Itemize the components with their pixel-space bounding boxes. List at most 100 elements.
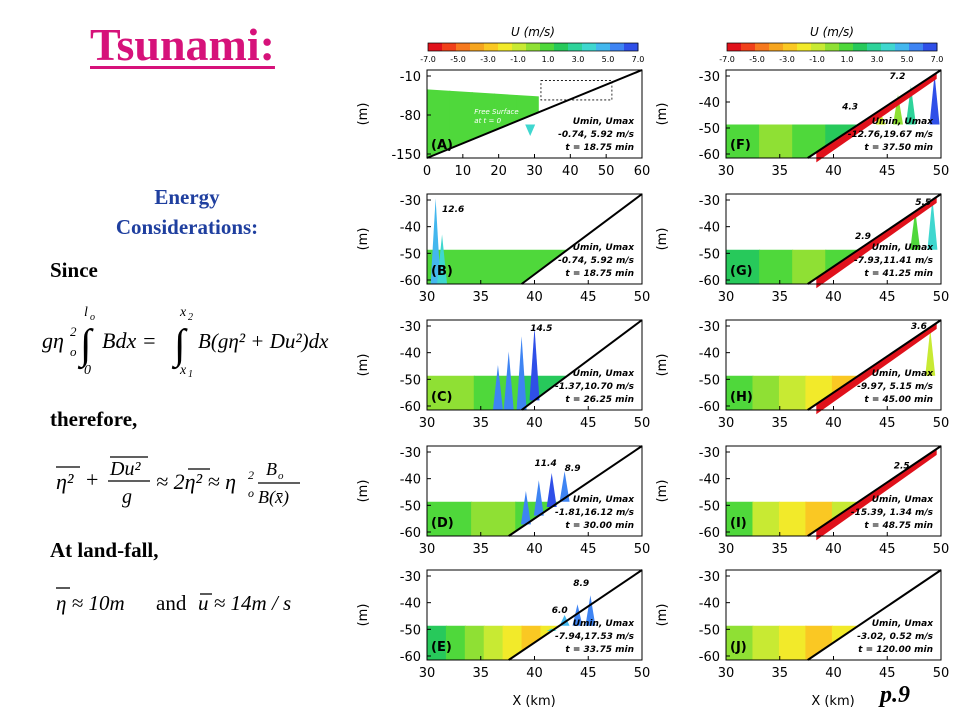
x-tick-label: 30 bbox=[718, 666, 735, 681]
wave-crest bbox=[529, 327, 540, 401]
velocity-band bbox=[759, 124, 794, 158]
colorbar-frame bbox=[726, 42, 938, 52]
y-tick-label: -60 bbox=[400, 526, 421, 541]
colorbar-swatch bbox=[610, 43, 625, 51]
umin-umax-value: -3.02, 0.52 m/s bbox=[857, 632, 933, 642]
wave-crest bbox=[875, 114, 886, 125]
eq1-int1-top-sub: o bbox=[90, 312, 95, 323]
eq2-approx: ≈ 2η² ≈ η bbox=[156, 469, 236, 494]
wave-crest bbox=[585, 595, 596, 626]
x-tick-label: 40 bbox=[825, 666, 842, 681]
y-axis-label: (m) bbox=[356, 604, 371, 627]
y-tick-label: -60 bbox=[400, 650, 421, 665]
umin-umax-label: Umin, Umax bbox=[573, 369, 635, 379]
landfall-equation: η ≈ 10m and u ≈ 14m / s bbox=[56, 587, 291, 615]
colorbar-swatch bbox=[755, 43, 770, 51]
x-tick-label: 50 bbox=[634, 542, 651, 557]
colorbar-swatch bbox=[582, 43, 597, 51]
energy-integral-equation: gη o 2 ∫ l o 0 Bdx = ∫ x 2 x 1 B(gη² + D… bbox=[42, 305, 329, 378]
y-tick-label: -40 bbox=[699, 473, 720, 488]
colorbar-tick-label: -5.0 bbox=[749, 55, 765, 64]
peak-height-label: 2.9 bbox=[855, 232, 871, 242]
colorbar-swatch bbox=[783, 43, 798, 51]
x-tick-label: 35 bbox=[472, 416, 489, 431]
velocity-band bbox=[483, 625, 504, 660]
eq1-lhs-sup: 2 bbox=[70, 324, 77, 339]
y-tick-label: -60 bbox=[699, 400, 720, 415]
panel-d: 30 35 40 45 50 -30 -40 -50 -60 (m) (D) Umin, Umax -1… bbox=[356, 445, 651, 557]
subtitle-line-1: Energy bbox=[154, 185, 220, 209]
y-tick-label: -50 bbox=[400, 247, 421, 262]
seabed-slope bbox=[807, 69, 942, 159]
colorbar-swatch bbox=[867, 43, 882, 51]
panel-c: 30 35 40 45 50 -30 -40 -50 -60 (m) (C) Umin, Umax -1… bbox=[356, 319, 651, 431]
panel-label: (C) bbox=[431, 390, 452, 405]
panel-b: 30 35 40 45 50 -30 -40 -50 -60 (m) (B) Umin, Umax -0… bbox=[356, 193, 650, 305]
colorbar-tick-label: 3.0 bbox=[572, 55, 585, 64]
peak-height-label: 4.3 bbox=[841, 103, 858, 113]
velocity-band bbox=[471, 501, 517, 536]
peak-height-label: 8.9 bbox=[573, 579, 589, 589]
colorbar-swatch bbox=[811, 43, 826, 51]
wave-crest bbox=[910, 210, 921, 250]
x-tick-label: 40 bbox=[562, 164, 579, 179]
seabed-slope bbox=[807, 445, 942, 537]
velocity-band bbox=[778, 375, 807, 410]
panel-a: 0 10 20 30 40 50 60 -10 -80 -150 (m) (A) Umin, Umax -… bbox=[356, 69, 650, 179]
y-tick-label: -30 bbox=[699, 446, 720, 461]
umin-umax-label: Umin, Umax bbox=[573, 619, 635, 629]
slide-title: Tsunami: bbox=[90, 19, 275, 70]
velocity-band bbox=[726, 124, 761, 158]
wave-crest bbox=[437, 234, 448, 284]
x-tick-label: 30 bbox=[718, 164, 735, 179]
seabed-slope bbox=[521, 193, 643, 285]
subtitle-line-2: Considerations: bbox=[115, 215, 259, 239]
time-value: t = 120.00 min bbox=[858, 645, 933, 655]
x-tick-label: 45 bbox=[580, 416, 597, 431]
x-tick-label: 35 bbox=[472, 290, 489, 305]
wave-crest bbox=[520, 491, 531, 525]
umin-umax-value: -7.93,11.41 m/s bbox=[854, 256, 934, 266]
velocity-band bbox=[778, 501, 807, 536]
landfall-label: At land-fall, bbox=[50, 538, 159, 562]
velocity-band bbox=[427, 375, 475, 410]
colorbar-swatch bbox=[797, 43, 812, 51]
x-tick-label: 50 bbox=[933, 666, 950, 681]
velocity-band bbox=[726, 249, 761, 284]
x-tick-label: 30 bbox=[718, 416, 735, 431]
y-tick-label: -30 bbox=[400, 446, 421, 461]
y-tick-label: -40 bbox=[400, 347, 421, 362]
y-tick-label: -30 bbox=[699, 570, 720, 585]
x-tick-label: 30 bbox=[419, 542, 436, 557]
velocity-band bbox=[778, 625, 807, 660]
velocity-band bbox=[464, 625, 485, 660]
x-tick-label: 40 bbox=[526, 416, 543, 431]
rundown-band bbox=[816, 196, 937, 289]
time-value: t = 45.00 min bbox=[864, 395, 933, 405]
colorbar-tick-label: -1.0 bbox=[809, 55, 825, 64]
y-axis-label: (m) bbox=[655, 604, 670, 627]
y-tick-label: -40 bbox=[699, 597, 720, 612]
panel-label: (B) bbox=[431, 264, 453, 279]
y-tick-label: -80 bbox=[400, 109, 421, 124]
velocity-band bbox=[521, 625, 542, 660]
wave-crest bbox=[893, 94, 903, 125]
y-tick-label: -60 bbox=[699, 526, 720, 541]
y-tick-label: -30 bbox=[699, 194, 720, 209]
y-axis-label: (m) bbox=[356, 480, 371, 503]
eq2-frac2-den: B(x̄) bbox=[258, 487, 289, 508]
y-tick-label: -50 bbox=[699, 373, 720, 388]
velocity-band bbox=[752, 501, 780, 536]
colorbar-swatch bbox=[470, 43, 485, 51]
energy-subtitle: Energy Considerations: bbox=[92, 182, 282, 242]
x-tick-label: 50 bbox=[634, 416, 651, 431]
peak-height-label: 3.6 bbox=[911, 322, 927, 332]
eq3-eta: η ≈ 10m bbox=[56, 591, 125, 615]
colorbar-swatch bbox=[769, 43, 784, 51]
y-tick-label: -40 bbox=[400, 473, 421, 488]
umin-umax-value: -1.37,10.70 m/s bbox=[555, 382, 635, 392]
x-tick-label: 30 bbox=[419, 290, 436, 305]
eq2-term1: η² bbox=[56, 469, 74, 494]
time-value: t = 26.25 min bbox=[565, 395, 634, 405]
